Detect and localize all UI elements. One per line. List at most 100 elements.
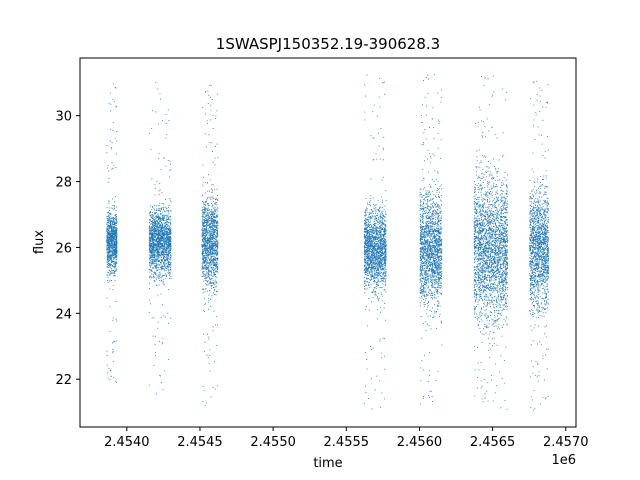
flux-point bbox=[217, 254, 219, 256]
flux-point bbox=[164, 259, 166, 260]
flux-point bbox=[152, 227, 153, 229]
flux-point bbox=[156, 255, 158, 257]
flux-point bbox=[113, 229, 114, 231]
flux-point bbox=[108, 227, 110, 229]
flux-point bbox=[385, 241, 387, 243]
flux-point bbox=[207, 225, 209, 227]
flux-point bbox=[380, 258, 382, 260]
flux-point bbox=[201, 275, 203, 277]
flux-point bbox=[368, 255, 370, 257]
flux-point bbox=[107, 255, 109, 257]
flux-point bbox=[217, 257, 219, 259]
flux-point bbox=[162, 218, 164, 220]
flux-point bbox=[165, 274, 167, 276]
flux-point bbox=[204, 298, 205, 300]
flux-point bbox=[151, 255, 153, 257]
flux-point bbox=[215, 220, 216, 222]
flux-outlier-point bbox=[162, 120, 164, 122]
flux-point bbox=[158, 243, 160, 245]
flux-point bbox=[367, 211, 369, 213]
flux-point bbox=[164, 240, 166, 242]
flux-point bbox=[153, 231, 155, 233]
flux-point bbox=[115, 230, 117, 232]
flux-point bbox=[165, 249, 167, 251]
flux-point bbox=[149, 248, 151, 250]
flux-point bbox=[364, 288, 365, 290]
flux-point bbox=[370, 216, 372, 218]
flux-point bbox=[368, 253, 370, 255]
flux-point bbox=[210, 286, 212, 288]
flux-point bbox=[208, 237, 210, 239]
flux-point bbox=[202, 228, 204, 230]
flux-point bbox=[201, 235, 203, 237]
flux-outlier-point bbox=[150, 303, 152, 305]
flux-point bbox=[156, 266, 158, 268]
flux-point bbox=[167, 217, 169, 219]
flux-point bbox=[201, 230, 203, 231]
flux-point bbox=[116, 259, 118, 261]
flux-point bbox=[378, 273, 380, 275]
flux-point bbox=[157, 240, 159, 242]
flux-point bbox=[161, 226, 163, 228]
flux-point bbox=[211, 196, 213, 198]
flux-point bbox=[385, 223, 387, 225]
flux-point bbox=[149, 262, 151, 264]
flux-point bbox=[372, 249, 374, 251]
flux-point bbox=[161, 275, 163, 277]
flux-point bbox=[209, 244, 211, 246]
flux-point bbox=[163, 242, 165, 244]
flux-point bbox=[210, 237, 212, 238]
flux-point bbox=[369, 246, 370, 248]
flux-point bbox=[217, 247, 218, 249]
flux-point bbox=[202, 260, 204, 262]
flux-point bbox=[150, 264, 152, 266]
flux-point bbox=[162, 245, 164, 247]
flux-point bbox=[217, 253, 219, 255]
flux-point bbox=[157, 257, 159, 259]
flux-point bbox=[208, 282, 210, 284]
flux-outlier-point bbox=[202, 164, 204, 166]
flux-outlier-point bbox=[207, 103, 209, 104]
flux-point bbox=[202, 271, 204, 273]
flux-point bbox=[208, 252, 210, 254]
flux-point bbox=[213, 221, 214, 222]
flux-outlier-point bbox=[206, 146, 207, 148]
flux-point bbox=[202, 195, 203, 197]
flux-point bbox=[113, 236, 115, 238]
flux-point bbox=[205, 218, 207, 220]
flux-point bbox=[215, 255, 217, 257]
flux-point bbox=[114, 272, 116, 274]
flux-point bbox=[205, 273, 207, 275]
flux-point bbox=[155, 272, 157, 274]
flux-point bbox=[203, 245, 205, 247]
flux-point bbox=[215, 198, 217, 200]
flux-point bbox=[203, 204, 205, 206]
flux-point bbox=[151, 270, 152, 272]
flux-point bbox=[108, 266, 110, 268]
flux-outlier-point bbox=[204, 341, 206, 343]
flux-point bbox=[165, 233, 167, 235]
flux-point bbox=[112, 221, 114, 223]
flux-point bbox=[153, 237, 155, 239]
flux-outlier-point bbox=[106, 350, 108, 352]
flux-point bbox=[162, 227, 164, 229]
flux-outlier-point bbox=[212, 150, 213, 152]
flux-point bbox=[213, 264, 215, 265]
flux-point bbox=[377, 254, 379, 256]
flux-point bbox=[369, 234, 371, 236]
flux-point bbox=[366, 266, 368, 268]
flux-point bbox=[372, 238, 374, 240]
flux-point bbox=[210, 248, 212, 250]
flux-point bbox=[374, 222, 376, 224]
flux-point bbox=[150, 264, 152, 266]
flux-point bbox=[215, 276, 217, 278]
flux-point bbox=[165, 260, 167, 262]
flux-point bbox=[155, 238, 157, 240]
flux-point bbox=[157, 217, 159, 219]
flux-point bbox=[156, 215, 158, 217]
flux-point bbox=[204, 249, 206, 251]
flux-point bbox=[207, 237, 209, 239]
flux-point bbox=[167, 244, 169, 246]
flux-outlier-point bbox=[168, 322, 170, 324]
flux-outlier-point bbox=[207, 90, 209, 92]
